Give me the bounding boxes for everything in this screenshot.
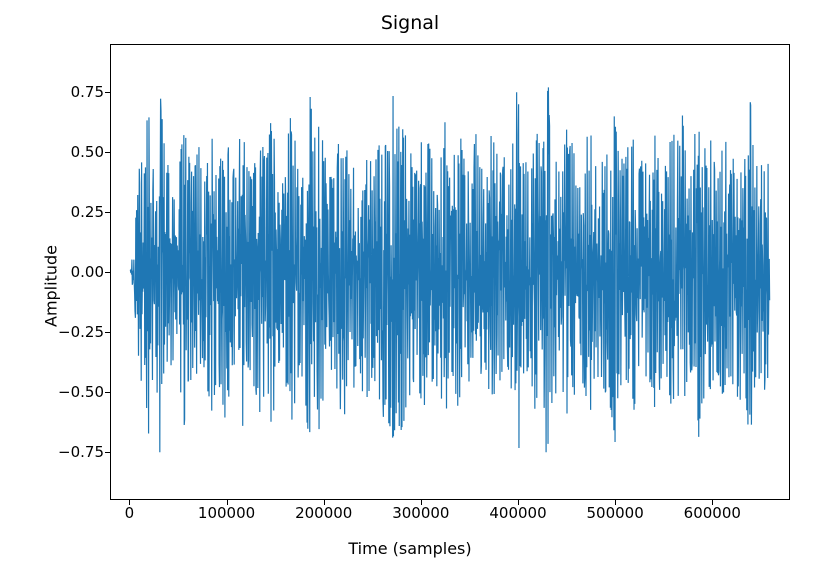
chart-ylabel: Amplitude [42,245,61,327]
xtick-mark [129,500,130,505]
xtick-label: 400000 [489,504,546,522]
ytick-label: 0.00 [14,263,104,281]
signal-path [130,87,769,452]
ytick-label: 0.25 [14,203,104,221]
plot-area [110,44,790,500]
ytick-mark [105,332,110,333]
chart-xlabel: Time (samples) [0,539,820,558]
chart-title: Signal [0,12,820,34]
xtick-mark [324,500,325,505]
xtick-mark [421,500,422,505]
xtick-mark [712,500,713,505]
ytick-label: 0.75 [14,83,104,101]
ytick-label: 0.50 [14,143,104,161]
ytick-label: −0.25 [14,323,104,341]
ytick-mark [105,452,110,453]
xtick-mark [227,500,228,505]
ytick-mark [105,272,110,273]
xtick-mark [615,500,616,505]
xtick-label: 200000 [295,504,352,522]
xtick-label: 0 [125,504,135,522]
ytick-mark [105,152,110,153]
signal-line-plot [111,45,789,499]
ytick-label: −0.75 [14,443,104,461]
signal-chart-figure: Signal Amplitude Time (samples) −0.75 −0.… [0,0,820,572]
xtick-label: 500000 [587,504,644,522]
xtick-label: 100000 [198,504,255,522]
ytick-mark [105,92,110,93]
xtick-label: 600000 [684,504,741,522]
ytick-mark [105,392,110,393]
xtick-mark [518,500,519,505]
xtick-label: 300000 [392,504,449,522]
ytick-mark [105,212,110,213]
ytick-label: −0.50 [14,383,104,401]
